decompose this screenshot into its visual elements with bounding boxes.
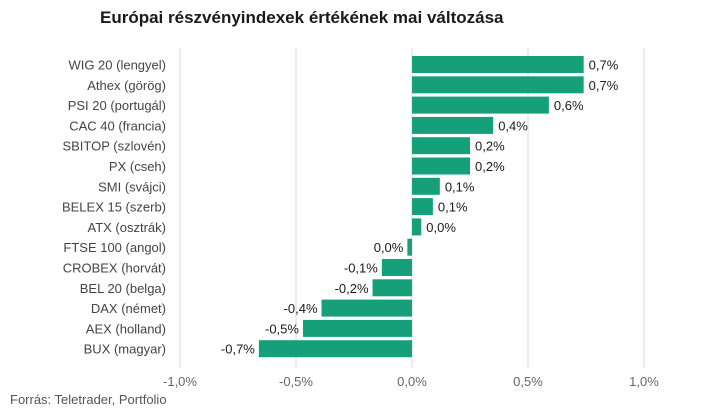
category-label: Athex (görög) [87,78,166,93]
bars [258,56,584,358]
category-label: WIG 20 (lengyel) [68,58,166,73]
bar [412,116,494,134]
value-label: -0,5% [265,321,299,336]
value-label: 0,1% [438,200,468,215]
bar [407,238,412,256]
value-label: 0,1% [445,179,475,194]
chart-title: Európai részvényindexek értékének mai vá… [100,8,504,27]
bar [412,96,549,114]
value-label: 0,0% [426,220,456,235]
value-labels: 0,7%0,7%0,6%0,4%0,2%0,2%0,1%0,1%0,0%0,0%… [221,58,619,357]
value-label: 0,2% [475,159,505,174]
x-tick-label: 1,0% [629,374,659,389]
bar [302,319,412,337]
value-label: 0,7% [589,78,619,93]
category-label: SBITOP (szlovén) [62,139,166,154]
value-label: 0,0% [374,240,404,255]
value-label: 0,2% [475,139,505,154]
bar [412,177,440,195]
bar [412,56,584,73]
bar [321,299,412,317]
category-label: PX (cseh) [109,159,166,174]
category-label: BUX (magyar) [84,342,166,357]
bar [412,157,470,175]
category-label: CROBEX (horvát) [63,261,166,276]
x-tick-label: -1,0% [163,374,197,389]
x-tick-label: -0,5% [279,374,313,389]
category-label: BELEX 15 (szerb) [62,200,166,215]
bar [372,279,412,297]
value-label: -0,1% [344,261,378,276]
category-label: ATX (osztrák) [88,220,167,235]
value-label: -0,7% [221,342,255,357]
bar [412,76,584,94]
category-label: CAC 40 (francia) [69,118,166,133]
category-labels: WIG 20 (lengyel) Athex (görög) PSI 20 (por… [62,58,166,357]
value-label: 0,6% [554,98,584,113]
value-label: -0,2% [335,281,369,296]
bar [258,340,412,358]
category-label: DAX (német) [91,301,166,316]
bar [412,218,422,236]
bar [412,198,433,216]
x-axis-ticks: -1,0% -0,5% 0,0% 0,5% 1,0% [163,374,659,389]
category-label: AEX (holland) [86,321,166,336]
category-label: BEL 20 (belga) [80,281,166,296]
value-label: 0,7% [589,58,619,73]
value-label: -0,4% [284,301,318,316]
bar [381,259,412,276]
bar [412,137,470,155]
category-label: SMI (svájci) [98,179,166,194]
x-tick-label: 0,5% [513,374,543,389]
category-label: PSI 20 (portugál) [68,98,166,113]
category-label: FTSE 100 (angol) [63,240,166,255]
value-label: 0,4% [498,118,528,133]
source-note: Forrás: Teletrader, Portfolio [10,392,167,407]
x-tick-label: 0,0% [397,374,427,389]
